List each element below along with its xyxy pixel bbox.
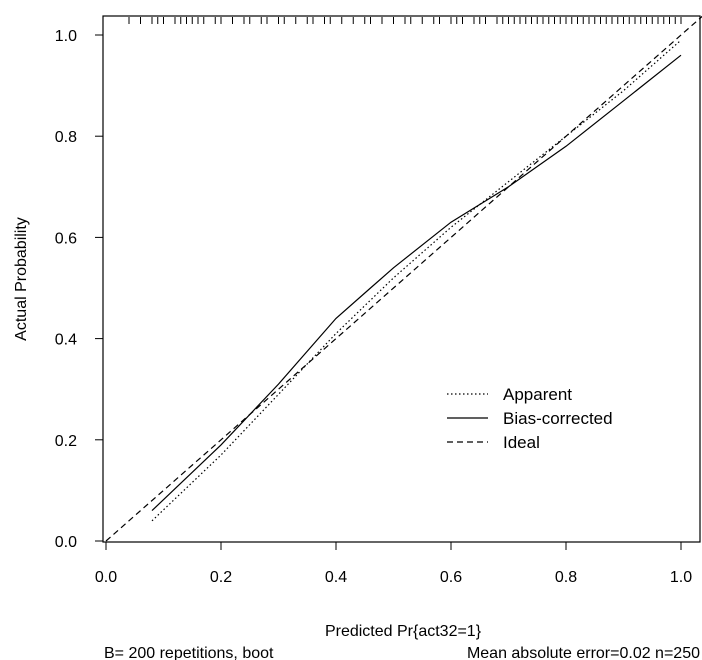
y-tick-label: 0.2 — [55, 433, 77, 450]
x-tick-label: 0.0 — [95, 569, 117, 586]
legend-label-apparent: Apparent — [503, 385, 572, 404]
legend-label-bias-corrected: Bias-corrected — [503, 409, 613, 428]
x-tick-label: 0.2 — [210, 569, 232, 586]
x-axis: 0.0 0.2 0.4 0.6 0.8 1.0 — [95, 542, 692, 586]
rug-marks — [128, 17, 682, 24]
series-line-bias-corrected — [151, 54, 682, 512]
legend: Apparent Bias-corrected Ideal — [447, 385, 613, 452]
series-lines — [105, 15, 702, 542]
subtitle-left: B= 200 repetitions, boot — [104, 645, 274, 660]
y-axis-label: Actual Probability — [13, 217, 30, 341]
legend-label-ideal: Ideal — [503, 433, 540, 452]
y-axis: 0.0 0.2 0.4 0.6 0.8 1.0 — [55, 28, 103, 551]
subtitle-right: Mean absolute error=0.02 n=250 — [467, 645, 700, 660]
series-line-apparent — [151, 39, 682, 522]
x-tick-label: 0.6 — [440, 569, 462, 586]
y-tick-label: 1.0 — [55, 28, 77, 45]
y-tick-label: 0.0 — [55, 534, 77, 551]
x-axis-label: Predicted Pr{act32=1} — [325, 623, 482, 640]
y-tick-label: 0.8 — [55, 129, 77, 146]
x-tick-label: 0.8 — [555, 569, 577, 586]
x-tick-label: 1.0 — [670, 569, 692, 586]
series-line-ideal — [105, 15, 702, 542]
y-tick-label: 0.6 — [55, 230, 77, 247]
y-tick-label: 0.4 — [55, 332, 77, 349]
plot-frame — [102, 15, 701, 543]
x-tick-label: 0.4 — [325, 569, 347, 586]
